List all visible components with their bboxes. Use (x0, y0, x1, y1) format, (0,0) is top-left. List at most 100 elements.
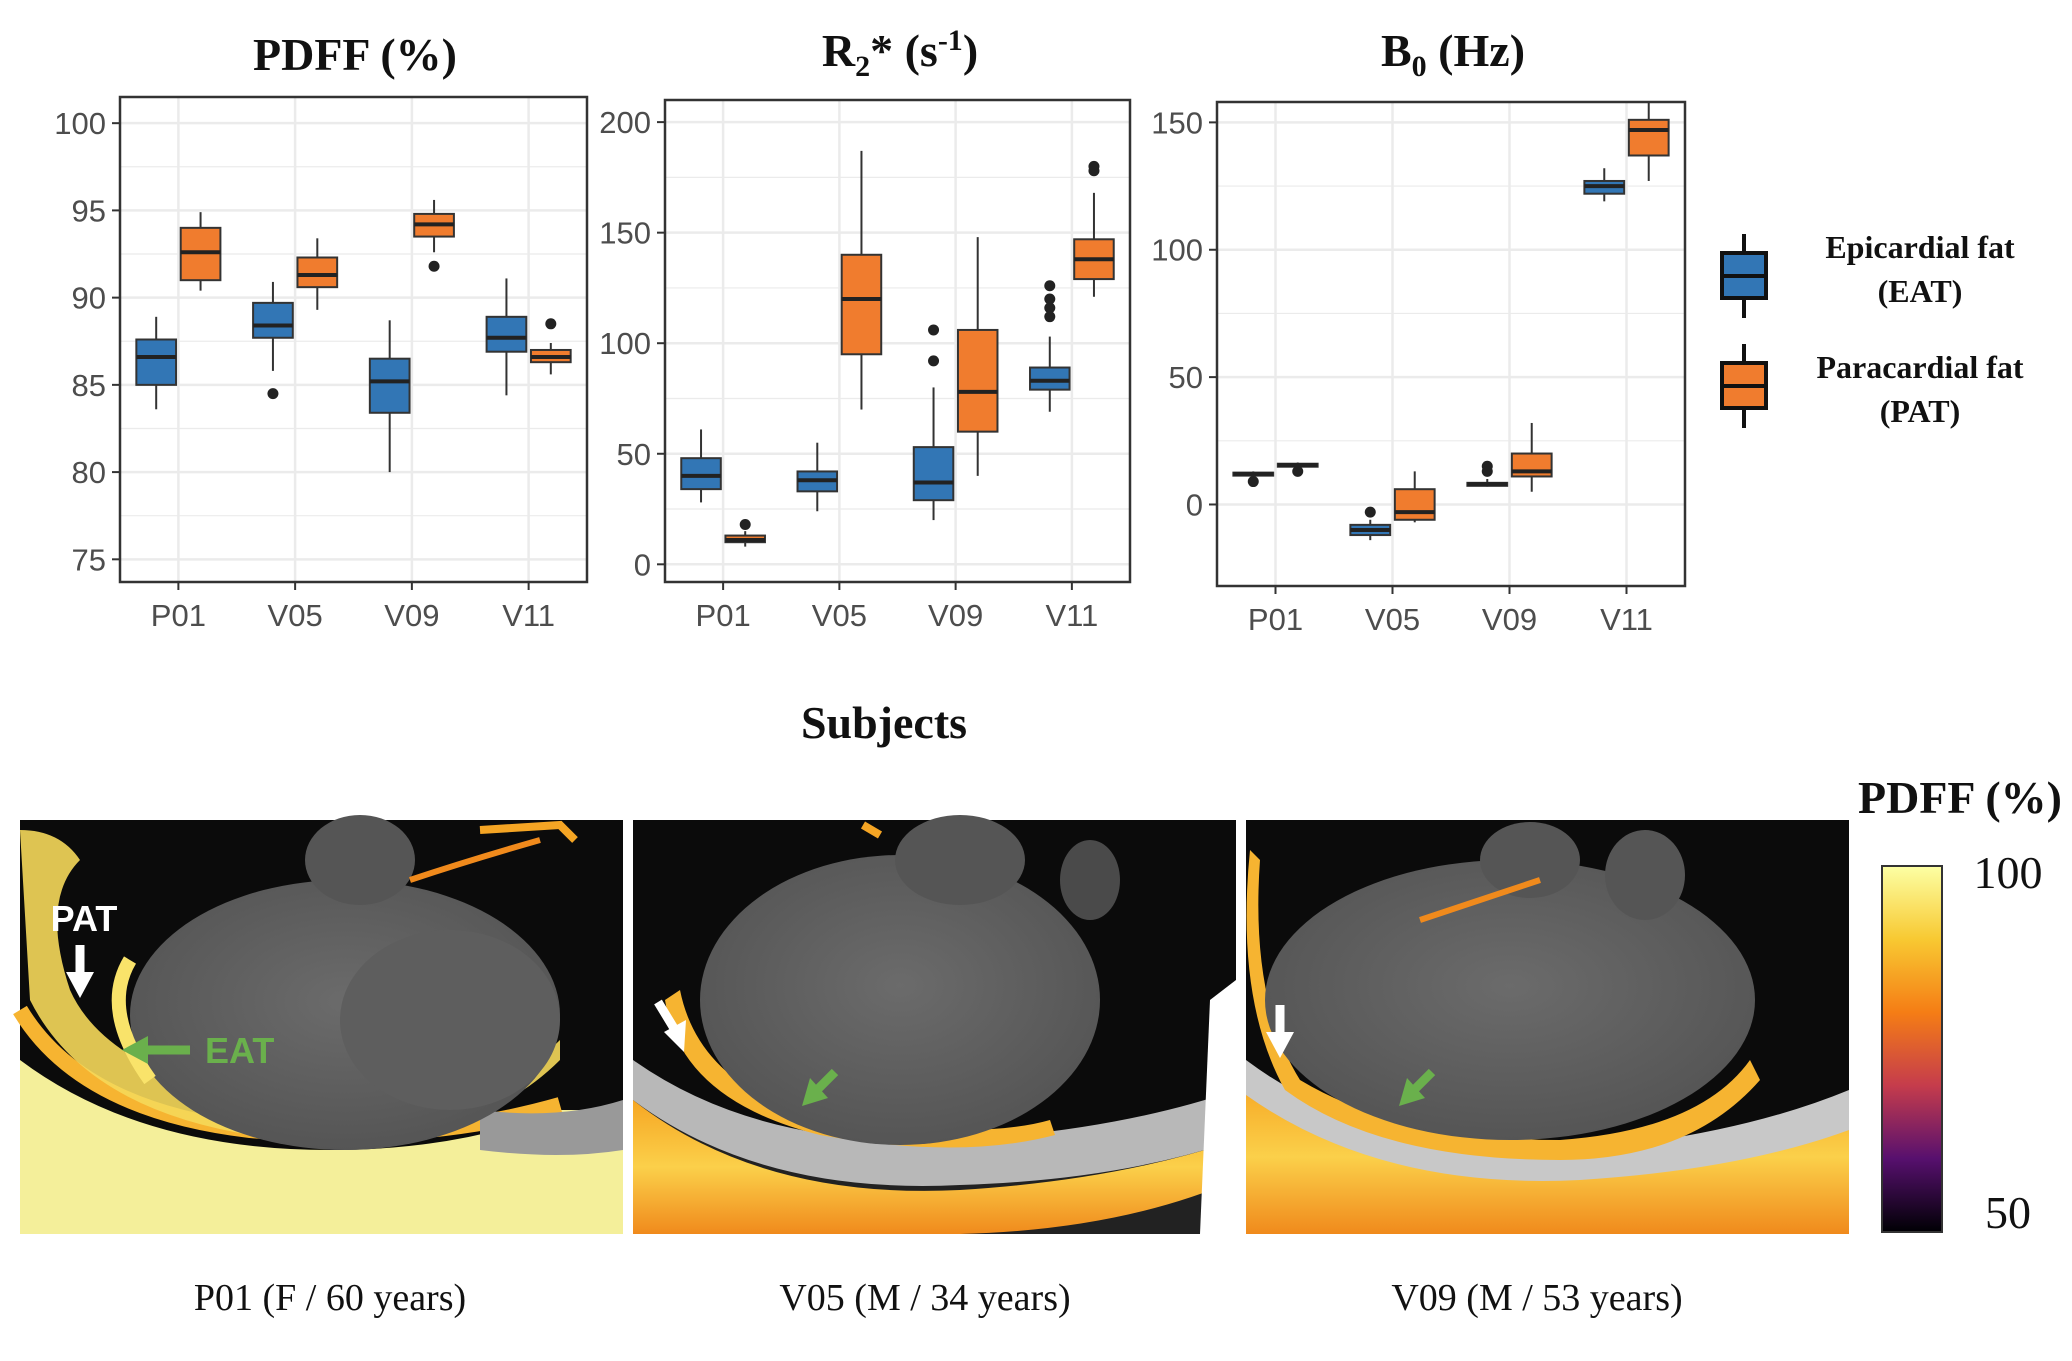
r2star-boxplot-panel: 0 50 100 150 200 P01 V05 V09 V11 (599, 98, 1132, 633)
box (368, 357, 411, 414)
y-tick-label: 85 (72, 368, 106, 403)
box (680, 457, 722, 491)
eat-arrow-v09 (1399, 1068, 1436, 1106)
outlier-point (928, 324, 940, 336)
eat-box-v09 (912, 324, 955, 521)
legend-key-pat (1720, 344, 1768, 428)
y-tick-label: 0 (634, 547, 651, 582)
y-tick-label: 100 (599, 326, 651, 361)
panel-title-r2star: R2* (s-1) (822, 24, 978, 83)
eat-box-v11 (485, 278, 528, 396)
box (912, 446, 955, 502)
panel-title-pdff: PDFF (%) (253, 29, 457, 80)
box (296, 256, 339, 289)
outlier-point (1088, 160, 1100, 172)
eat-arrow-v05 (802, 1068, 839, 1106)
eat-box-p01 (680, 429, 722, 503)
plot-border (1215, 100, 1687, 588)
eat-box-v05 (252, 281, 294, 400)
outlier-point (545, 318, 557, 330)
eat-box-v11 (1029, 280, 1071, 412)
pat-box-p01 (724, 519, 766, 547)
pat-box-v09 (413, 199, 455, 272)
x-tick-label: P01 (1248, 602, 1303, 637)
outlier-point (1292, 465, 1304, 477)
pdff-boxplot-panel: 75 80 85 90 95 100 P01 V05 V09 V11 (54, 95, 589, 633)
pat-box-v05 (840, 150, 883, 410)
pat-box-p01 (1276, 462, 1319, 477)
pat-box-v05 (296, 238, 339, 310)
x-tick-label: P01 (151, 598, 206, 633)
outlier-point (928, 355, 940, 367)
b0-boxplot-panel: 0 50 100 150 P01 V05 V09 V11 (1151, 100, 1687, 637)
y-tick-label: 100 (1151, 233, 1203, 268)
legend-eat-line1: Epicardial fat (1825, 229, 2015, 265)
y-tick-label: 150 (1151, 105, 1203, 140)
eat-box-v11 (1583, 168, 1626, 202)
plot-background (1217, 102, 1685, 586)
legend-key-eat (1720, 234, 1768, 318)
eat-box-v05 (796, 442, 839, 512)
caption-v09: V09 (M / 53 years) (1391, 1277, 1682, 1319)
x-tick-label: V05 (1365, 602, 1420, 637)
x-axis-label: Subjects (801, 697, 967, 748)
y-tick-label: 0 (1186, 487, 1203, 522)
eat-label: EAT (205, 1030, 274, 1071)
y-tick-label: 200 (599, 105, 651, 140)
box (840, 253, 883, 356)
pat-box-v11 (529, 318, 572, 375)
pat-box-v09 (956, 237, 999, 476)
x-tick-label: V09 (384, 598, 439, 633)
box (135, 338, 178, 386)
y-tick-label: 100 (54, 106, 106, 141)
outlier-point (739, 519, 751, 531)
pat-arrow-p01 (66, 945, 94, 998)
eat-box-v05 (1349, 506, 1392, 541)
mri-image-v05 (633, 815, 1236, 1234)
x-tick-label: V11 (502, 598, 555, 633)
x-tick-label: V09 (928, 598, 983, 633)
x-tick-label: V09 (1482, 602, 1537, 637)
legend: Epicardial fat (EAT) Paracardial fat (PA… (1720, 229, 2024, 429)
outlier-point (428, 260, 440, 272)
eat-box-p01 (135, 316, 178, 410)
y-tick-label: 95 (72, 193, 106, 228)
x-tick-label: V05 (268, 598, 323, 633)
eat-box-p01 (1232, 471, 1275, 488)
box (485, 315, 528, 353)
outlier-point (1481, 460, 1493, 472)
outlier-point (1044, 302, 1056, 314)
pat-arrow-v09 (1266, 1005, 1294, 1058)
colorbar-title: PDFF (%) (1858, 772, 2062, 823)
eat-box-v09 (368, 320, 411, 473)
pat-box-p01 (179, 212, 222, 291)
pat-label: PAT (51, 898, 118, 939)
plot-border (663, 98, 1132, 584)
plot-background (665, 100, 1130, 582)
box (1029, 366, 1071, 391)
y-tick-label: 80 (72, 455, 106, 490)
outlier-point (1044, 280, 1056, 292)
box (252, 301, 294, 339)
x-tick-label: V05 (812, 598, 867, 633)
mri-image-p01 (13, 815, 623, 1234)
panel-title-b0: B0 (Hz) (1381, 25, 1525, 83)
colorbar-max-label: 100 (1974, 847, 2043, 898)
box (956, 328, 999, 433)
colorbar (1881, 865, 1943, 1233)
pat-arrow-v05 (654, 999, 686, 1052)
plot-border (118, 95, 589, 584)
caption-p01: P01 (F / 60 years) (194, 1277, 466, 1319)
eat-box-v09 (1466, 460, 1509, 487)
outlier-point (1044, 311, 1056, 323)
outlier-point (267, 388, 279, 400)
legend-eat-line2: (EAT) (1878, 273, 1963, 309)
pat-box-v09 (1510, 422, 1553, 492)
caption-v05: V05 (M / 34 years) (779, 1277, 1070, 1319)
mri-image-v09 (1246, 820, 1849, 1234)
x-tick-label: V11 (1045, 598, 1098, 633)
outlier-point (1364, 506, 1376, 518)
y-tick-label: 90 (72, 281, 106, 316)
y-tick-label: 150 (599, 216, 651, 251)
